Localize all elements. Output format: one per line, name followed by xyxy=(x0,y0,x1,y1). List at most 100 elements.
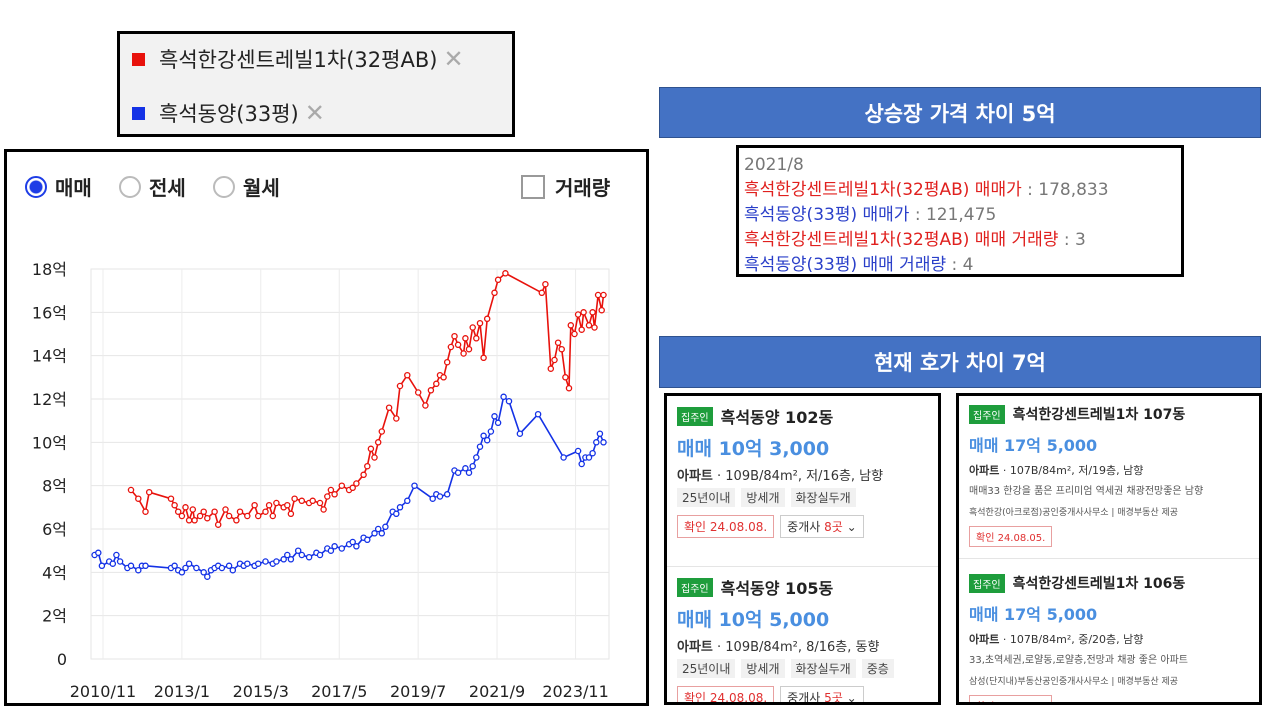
listing-info: 아파트 · 109B/84m², 저/16층, 남향 xyxy=(677,469,884,484)
listing-price: 매매 10억 3,000 xyxy=(677,438,830,460)
listing-card[interactable]: 집주인 흑석한강센트레빌1차 106동 매매 17억 5,000 아파트 · 10… xyxy=(959,558,1259,702)
data-point-centreville xyxy=(204,514,211,522)
tooltip-label: 흑석동양(33평) 매매가 xyxy=(744,205,910,225)
listing-price: 매매 17억 5,000 xyxy=(969,436,1098,455)
data-point-centreville xyxy=(135,495,142,502)
data-point-centreville xyxy=(374,439,382,446)
data-point-centreville xyxy=(600,291,607,299)
data-point-centreville xyxy=(562,374,569,381)
listing-price: 매매 10억 5,000 xyxy=(677,609,830,631)
listing-card[interactable]: 집주인 흑석한강센트레빌1차 107동 매매 17억 5,000 아파트 · 10… xyxy=(959,404,1259,556)
remove-series-icon[interactable]: ✕ xyxy=(443,45,464,73)
data-point-dongyang xyxy=(225,562,233,570)
radio-empty-icon xyxy=(213,175,235,198)
data-point-centreville xyxy=(182,504,189,511)
y-tick-label: 2억 xyxy=(42,607,67,626)
listing-description: 33,초역세권,로얄동,로얄층,전망과 채광 좋은 아파트 xyxy=(969,655,1188,666)
data-point-dongyang xyxy=(182,564,189,572)
data-point-centreville xyxy=(396,382,404,390)
volume-checkbox[interactable]: 거래량 xyxy=(521,172,610,201)
radio-sale[interactable]: 매매 xyxy=(25,172,92,201)
tooltip-row: 흑석한강센트레빌1차(32평AB) 매매가 : 178,833 xyxy=(744,178,1181,203)
tooltip-value: : 3 xyxy=(1058,230,1086,250)
data-point-centreville xyxy=(462,335,469,342)
agents-dropdown[interactable]: 중개사 8곳 ⌄ xyxy=(780,515,864,538)
data-point-centreville xyxy=(127,486,135,494)
radio-monthly-rent[interactable]: 월세 xyxy=(213,172,280,201)
data-point-centreville xyxy=(273,499,280,507)
data-point-centreville xyxy=(404,371,411,379)
y-tick-label: 4억 xyxy=(42,563,67,582)
data-point-dongyang xyxy=(135,566,142,574)
data-point-centreville xyxy=(174,508,182,515)
price-chart-panel: 매매 전세 월세 거래량 0 2억 4억 6억 8억 10억 12억 14억 16억 18억 201… xyxy=(4,149,649,706)
data-point-centreville xyxy=(262,508,269,515)
listing-card[interactable]: 집주인 흑석동양 102동 매매 10억 3,000 아파트 · 109B/84m… xyxy=(667,404,938,564)
radio-jeonse[interactable]: 전세 xyxy=(119,172,186,201)
data-point-centreville xyxy=(454,341,462,349)
data-point-dongyang xyxy=(193,564,200,572)
data-point-dongyang xyxy=(338,545,346,552)
radio-label: 전세 xyxy=(149,176,186,200)
data-point-dongyang xyxy=(487,428,495,435)
data-point-centreville xyxy=(284,501,291,509)
confirm-date: 확인 24.08.08. xyxy=(677,686,775,702)
data-point-dongyang xyxy=(585,454,593,461)
y-tick-label: 18억 xyxy=(32,260,67,279)
listing-panel-dongyang: 집주인 흑석동양 102동 매매 10억 3,000 아파트 · 109B/84m… xyxy=(664,393,941,705)
data-point-centreville xyxy=(460,350,467,357)
remove-series-icon[interactable]: ✕ xyxy=(304,99,325,127)
legend-label: 흑석동양(33평) xyxy=(159,102,299,126)
tooltip-value: : 178,833 xyxy=(1021,180,1109,200)
data-point-centreville xyxy=(589,309,596,316)
x-tick-label: 2023/11 xyxy=(542,682,608,701)
tooltip-value: : 121,475 xyxy=(909,205,997,225)
x-tick-label: 2019/7 xyxy=(390,682,446,701)
data-point-centreville xyxy=(427,387,435,394)
data-point-centreville xyxy=(565,384,573,392)
x-tick-label: 2021/9 xyxy=(469,682,525,701)
tooltip-value: : 4 xyxy=(946,255,974,275)
data-point-dongyang xyxy=(600,439,607,446)
confirm-date: 확인 24.07.10. xyxy=(969,695,1053,702)
data-point-dongyang xyxy=(185,560,193,567)
data-point-dongyang xyxy=(229,566,237,574)
chevron-down-icon: ⌄ xyxy=(846,691,857,705)
data-point-dongyang xyxy=(371,530,378,537)
data-point-dongyang xyxy=(382,523,389,531)
data-point-dongyang xyxy=(280,556,287,563)
data-point-centreville xyxy=(578,326,585,333)
data-point-dongyang xyxy=(305,553,313,561)
data-point-centreville xyxy=(331,491,338,498)
listing-panel-centreville: 집주인 흑석한강센트레빌1차 107동 매매 17억 5,000 아파트 · 10… xyxy=(956,393,1262,705)
data-point-centreville xyxy=(145,488,153,496)
listing-card[interactable]: 집주인 흑석동양 105동 매매 10억 5,000 아파트 · 109B/84m… xyxy=(667,566,938,705)
listing-source: 흑석한강(아크로점)공인중개사사무소 | 매경부동산 제공 xyxy=(969,508,1179,518)
data-point-dongyang xyxy=(374,525,382,533)
data-point-dongyang xyxy=(491,413,498,420)
tooltip-row: 흑석한강센트레빌1차(32평AB) 매매 거래량 : 3 xyxy=(744,228,1181,253)
data-point-centreville xyxy=(480,354,487,362)
data-point-centreville xyxy=(225,512,233,520)
data-point-centreville xyxy=(491,289,498,297)
listing-title: 흑석동양 105동 xyxy=(720,579,834,598)
tag: 화장실두개 xyxy=(790,488,856,507)
data-point-dongyang xyxy=(516,430,524,437)
confirm-date: 확인 24.08.05. xyxy=(969,526,1053,547)
data-point-centreville xyxy=(585,322,593,329)
owner-badge: 집주인 xyxy=(969,573,1005,593)
data-point-centreville xyxy=(167,495,175,502)
data-point-dongyang xyxy=(596,430,604,437)
chart-tooltip: 2021/8 흑석한강센트레빌1차(32평AB) 매매가 : 178,833 흑… xyxy=(736,145,1184,277)
data-point-centreville xyxy=(591,324,598,331)
data-point-dongyang xyxy=(476,443,484,450)
listing-description: 매매33 한강을 품은 프리미엄 역세권 채광전망좋은 남향 xyxy=(969,486,1204,497)
agents-dropdown[interactable]: 중개사 5곳 ⌄ xyxy=(780,686,864,705)
data-point-centreville xyxy=(171,501,178,509)
x-tick-label: 2015/3 xyxy=(233,682,289,701)
data-point-dongyang xyxy=(505,397,513,405)
x-tick-label: 2017/5 xyxy=(311,682,367,701)
plot-frame xyxy=(90,268,610,660)
data-point-centreville xyxy=(309,497,316,505)
data-point-centreville xyxy=(594,291,602,299)
